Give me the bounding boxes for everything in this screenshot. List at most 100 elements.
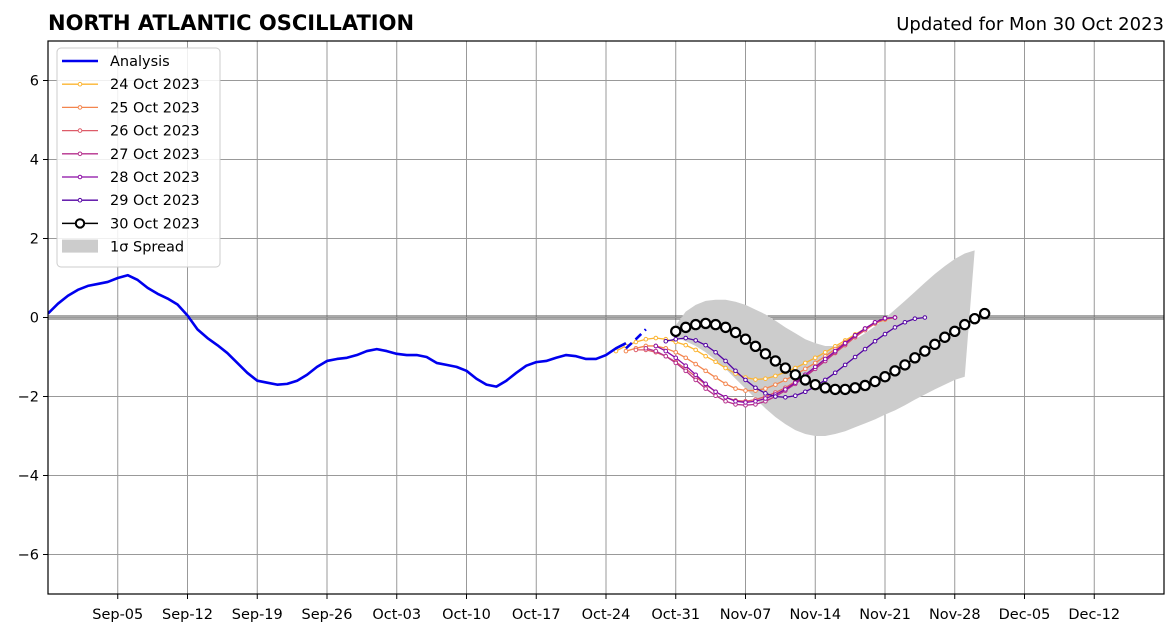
legend-swatch-marker: [77, 128, 83, 133]
series-point: [783, 394, 788, 400]
series-point: [763, 386, 768, 391]
legend-label: 25 Oct 2023: [110, 100, 200, 116]
series-point: [743, 388, 748, 393]
series-point: [773, 382, 778, 387]
series-point: [673, 349, 679, 355]
series-point: [743, 377, 748, 383]
x-tick-label: Dec-12: [1068, 607, 1120, 623]
series-point: [683, 368, 689, 374]
legend-label: 30 Oct 2023: [110, 216, 200, 232]
y-tick-label: −6: [18, 548, 39, 564]
series-point: [892, 325, 898, 330]
series-point: [683, 363, 689, 368]
y-tick-label: −4: [18, 469, 39, 485]
series-point: [773, 394, 778, 399]
x-tick-label: Sep-26: [301, 607, 352, 623]
series-point: [812, 355, 818, 361]
y-tick-label: −2: [18, 390, 39, 406]
forecast-point: [929, 338, 941, 351]
series-point: [802, 366, 808, 372]
forecast-point: [968, 312, 981, 325]
forecast-point: [680, 321, 692, 334]
series-point: [703, 353, 708, 359]
forecast-point: [759, 348, 772, 360]
forecast-point: [799, 374, 811, 386]
x-tick-label: Sep-12: [162, 607, 213, 623]
series-point: [783, 387, 788, 392]
series-point: [882, 315, 888, 321]
series-point: [713, 393, 718, 399]
forecast-point: [769, 355, 782, 367]
series-point: [753, 385, 758, 391]
forecast-point: [729, 326, 742, 339]
forecast-point: [949, 325, 961, 338]
x-tick-label: Nov-14: [789, 607, 841, 623]
legend-swatch-marker: [77, 151, 83, 157]
analysis-dashed-tail: [625, 328, 647, 350]
legend-label: 27 Oct 2023: [110, 147, 200, 163]
series-point: [922, 315, 928, 320]
legend: Analysis 24 Oct 2023 25 Oct 2023 26 Oct 202…: [56, 47, 221, 268]
y-tick-label: 6: [30, 74, 39, 90]
series-point: [733, 386, 738, 391]
forecast-point: [849, 382, 861, 394]
series-point: [673, 360, 679, 366]
series-point: [872, 338, 878, 344]
series-point: [653, 343, 659, 349]
legend-swatch-marker: [77, 174, 83, 180]
y-tick-label: 0: [30, 311, 39, 327]
legend-swatch-marker: [77, 105, 83, 110]
forecast-point: [939, 331, 951, 343]
series-point: [693, 338, 698, 343]
series-point: [743, 400, 748, 405]
x-tick-label: Nov-21: [859, 607, 911, 623]
legend-swatch-spread: [62, 239, 98, 253]
series-point: [753, 398, 758, 404]
forecast-point: [919, 345, 931, 357]
forecast-point: [739, 333, 752, 345]
forecast-point: [859, 379, 871, 392]
series-point: [862, 346, 868, 352]
series-point: [892, 315, 898, 320]
series-point: [872, 319, 878, 325]
forecast-point: [779, 362, 792, 374]
series-point: [703, 386, 708, 391]
forecast-point: [959, 318, 971, 331]
legend-swatch-marker: [77, 197, 83, 203]
series-point: [912, 316, 918, 321]
series-point: [683, 335, 689, 341]
series-point: [623, 348, 629, 354]
series-point: [693, 347, 698, 353]
series-point: [812, 360, 818, 366]
series-point: [723, 365, 728, 371]
series-point: [713, 349, 718, 355]
series-point: [822, 356, 828, 362]
legend-swatch-marker: [74, 218, 86, 229]
series-point: [723, 358, 728, 364]
series-point: [723, 394, 728, 400]
series-point: [703, 342, 708, 348]
series-point: [832, 348, 838, 354]
series-point: [773, 373, 778, 379]
forecast-point: [719, 321, 732, 334]
series-point: [703, 381, 708, 387]
series-point: [852, 354, 858, 360]
legend-label: Analysis: [110, 54, 170, 70]
plot-area: [48, 250, 991, 436]
series-point: [643, 336, 649, 342]
series-point: [793, 380, 798, 385]
series-point: [673, 336, 679, 342]
analysis-line: [48, 273, 627, 388]
forecast-point: [689, 318, 702, 331]
series-point: [842, 362, 848, 368]
forecast-point: [749, 340, 762, 353]
spread-band: [675, 250, 975, 436]
series-point: [882, 331, 888, 337]
series-point: [633, 339, 639, 345]
forecast-point: [699, 317, 712, 330]
series-point: [683, 342, 689, 348]
series-point: [703, 368, 708, 374]
series-point: [713, 359, 718, 365]
x-tick-label: Sep-05: [92, 607, 143, 623]
forecast-point: [829, 383, 841, 396]
